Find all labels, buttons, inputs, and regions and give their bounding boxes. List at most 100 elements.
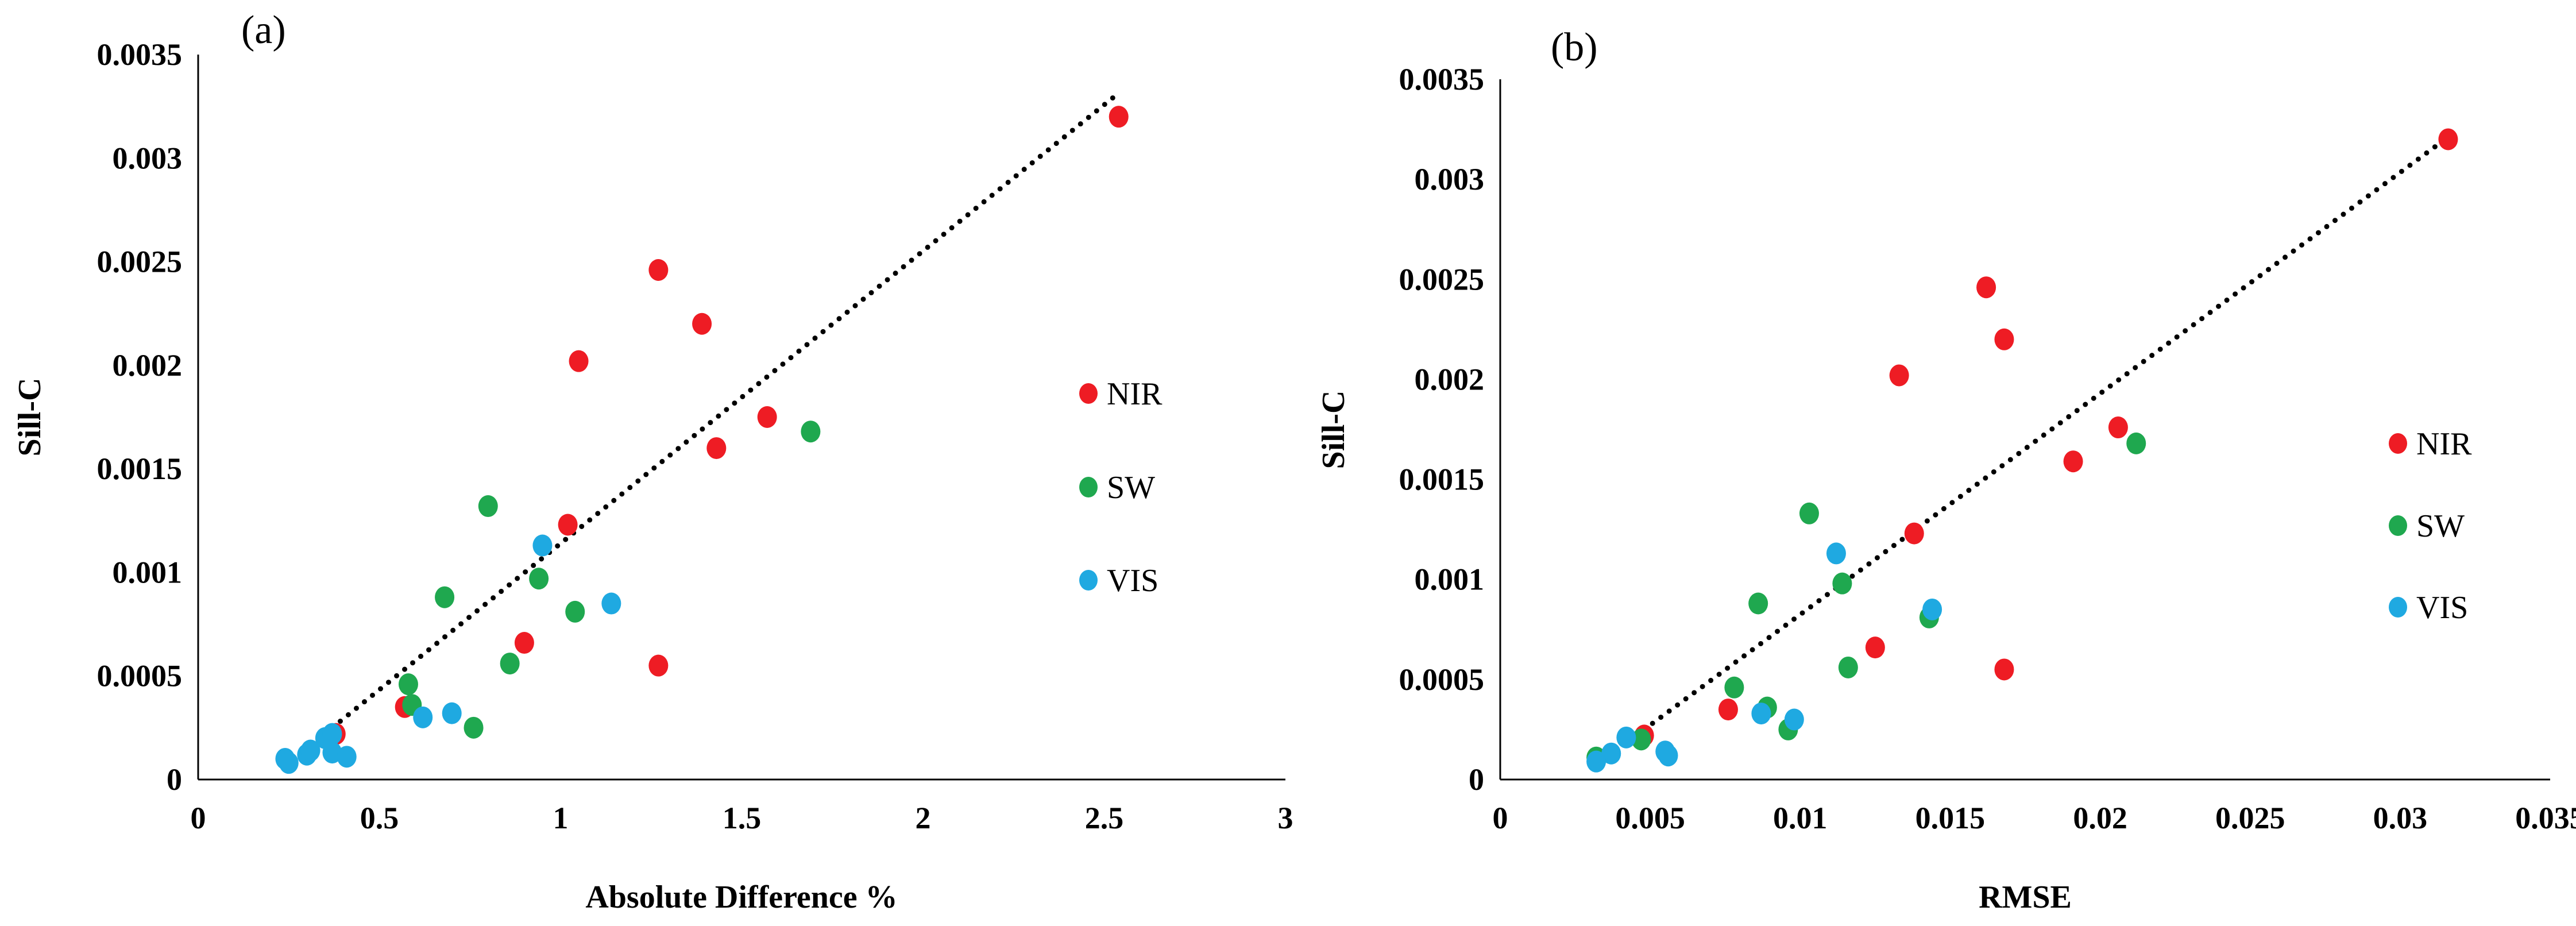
chart-a-legend-marker-sw (1079, 477, 1098, 497)
chart-b-legend-label-nir: NIR (2416, 426, 2472, 462)
chart-a-y-tick-label: 0.003 (113, 141, 183, 175)
chart-b-point-sw (2126, 432, 2146, 454)
chart-a-point-nir (514, 632, 534, 654)
chart-a-legend: NIR SW VIS (1079, 376, 1163, 599)
chart-b-y-tick-labels: 0 0.0005 0.001 0.0015 0.002 0.0025 0.003 0.0035 (1399, 62, 1485, 797)
chart-a-point-nir (757, 406, 777, 428)
chart-a-point-sw (529, 568, 549, 590)
chart-b-point-nir (1889, 364, 1909, 387)
chart-a-point-vis (601, 592, 621, 615)
chart-b-y-tick-label: 0.001 (1415, 562, 1485, 597)
chart-b-point-nir (1904, 522, 1924, 545)
chart-a-point-sw (464, 716, 484, 739)
chart-a-x-tick-label: 1 (553, 801, 569, 835)
chart-a-point-vis (532, 534, 553, 557)
chart-b-point-nir (1718, 699, 1738, 721)
chart-b-point-vis (1601, 742, 1621, 765)
chart-b-legend: NIR SW VIS (2389, 426, 2472, 626)
chart-a-legend-label-nir: NIR (1107, 376, 1163, 412)
chart-a-point-vis (442, 702, 462, 724)
chart-a-trendline (329, 93, 1118, 731)
chart-a-points (275, 106, 1129, 774)
chart-a-x-tick-label: 1.5 (723, 801, 762, 835)
chart-b-point-vis (1826, 542, 1846, 565)
chart-a-point-nir (1109, 106, 1129, 128)
chart-b-point-nir (1994, 658, 2014, 681)
chart-a-point-sw (801, 420, 821, 443)
chart-b-trendline (1642, 136, 2448, 732)
chart-b-x-tick-label: 0 (1493, 801, 1508, 835)
chart-b-y-tick-label: 0.0005 (1399, 662, 1485, 697)
chart-b-legend-label-vis: VIS (2416, 590, 2468, 626)
chart-a-point-nir (569, 350, 589, 372)
chart-b-panel-label: (b) (1551, 25, 1598, 70)
chart-a-point-sw (478, 495, 498, 518)
chart-b-x-tick-label: 0.035 (2515, 801, 2576, 835)
chart-b-y-axis-title: Sill-C (1316, 391, 1351, 469)
chart-a-point-vis (322, 723, 342, 745)
chart-a-point-nir (692, 312, 712, 335)
chart-b-point-vis (1751, 703, 1771, 725)
chart-b-point-sw (1748, 592, 1768, 615)
chart-a-y-tick-label: 0.0005 (97, 659, 183, 693)
chart-a-y-tick-labels: 0 0.0005 0.001 0.0015 0.002 0.0025 0.003 0.0035 (97, 37, 183, 797)
chart-b-point-nir (2108, 416, 2128, 439)
chart-a-legend-marker-nir (1079, 383, 1098, 404)
chart-b-point-vis (1784, 708, 1804, 731)
chart-b-legend-marker-sw (2389, 515, 2407, 536)
chart-a-y-tick-label: 0.0015 (97, 452, 183, 486)
chart-b-x-tick-label: 0.03 (2373, 801, 2428, 835)
chart-b-point-sw (1832, 572, 1852, 595)
chart-b-point-vis (1658, 744, 1678, 767)
chart-a-point-sw (398, 673, 418, 696)
chart-b-x-tick-label: 0.025 (2215, 801, 2285, 835)
chart-b-point-nir (1994, 328, 2014, 350)
chart-a-point-vis (413, 706, 433, 728)
chart-b-y-tick-label: 0.0015 (1399, 462, 1485, 497)
chart-b-x-tick-label: 0.005 (1615, 801, 1685, 835)
chart-b-point-nir (1976, 276, 1996, 299)
chart-a-y-tick-label: 0.0025 (97, 245, 183, 279)
chart-b-point-vis (1922, 598, 1942, 620)
chart-b-point-sw (1631, 728, 1651, 751)
chart-a-x-tick-label: 3 (1278, 801, 1293, 835)
chart-a-legend-marker-vis (1079, 570, 1098, 591)
chart-b-x-tick-label: 0.02 (2073, 801, 2127, 835)
chart-b-point-nir (1865, 636, 1885, 659)
chart-b-legend-marker-vis (2389, 597, 2407, 618)
chart-a-y-tick-label: 0.001 (113, 555, 183, 589)
chart-a-x-tick-label: 2 (916, 801, 931, 835)
chart-b-x-tick-labels: 0 0.005 0.01 0.015 0.02 0.025 0.03 0.035 (1493, 801, 2576, 835)
chart-b-y-tick-label: 0.002 (1415, 362, 1485, 396)
chart-b-point-nir (2063, 450, 2083, 473)
chart-b-point-vis (1586, 750, 1606, 773)
chart-a-point-vis (300, 739, 320, 762)
chart-a-x-tick-label: 2.5 (1085, 801, 1124, 835)
chart-b-point-sw (1838, 656, 1858, 678)
chart-b-y-tick-label: 0.0035 (1399, 62, 1485, 97)
chart-a-point-sw (500, 653, 520, 675)
chart-a-legend-label-sw: SW (1107, 470, 1155, 506)
chart-a-point-sw (435, 586, 455, 608)
chart-b-y-tick-label: 0.003 (1415, 162, 1485, 196)
chart-a-x-tick-labels: 0 0.5 1 1.5 2 2.5 3 (191, 801, 1293, 835)
chart-a-x-tick-label: 0 (191, 801, 206, 835)
chart-b-point-nir (2438, 128, 2458, 151)
chart-a-point-vis (337, 746, 357, 768)
chart-a-panel-label: (a) (241, 8, 286, 52)
chart-b-x-axis-title: RMSE (1979, 879, 2072, 915)
chart-b-point-sw (1799, 502, 1819, 524)
chart-a-point-nir (706, 437, 727, 460)
chart-a-legend-label-vis: VIS (1107, 563, 1158, 599)
chart-a-y-tick-label: 0 (167, 762, 182, 797)
chart-a-point-sw (565, 600, 585, 623)
chart-a-y-tick-label: 0.0035 (97, 37, 183, 72)
chart-a-x-tick-label: 0.5 (360, 801, 399, 835)
chart-a-point-nir (558, 514, 578, 536)
chart-b-point-vis (1616, 726, 1636, 748)
chart-a-point-nir (648, 654, 669, 677)
chart-a: (a) 0 0.5 1 1.5 2 2.5 3 0 0.0005 0.001 0.0015 0.00… (12, 8, 1293, 915)
chart-b-point-sw (1724, 676, 1744, 699)
